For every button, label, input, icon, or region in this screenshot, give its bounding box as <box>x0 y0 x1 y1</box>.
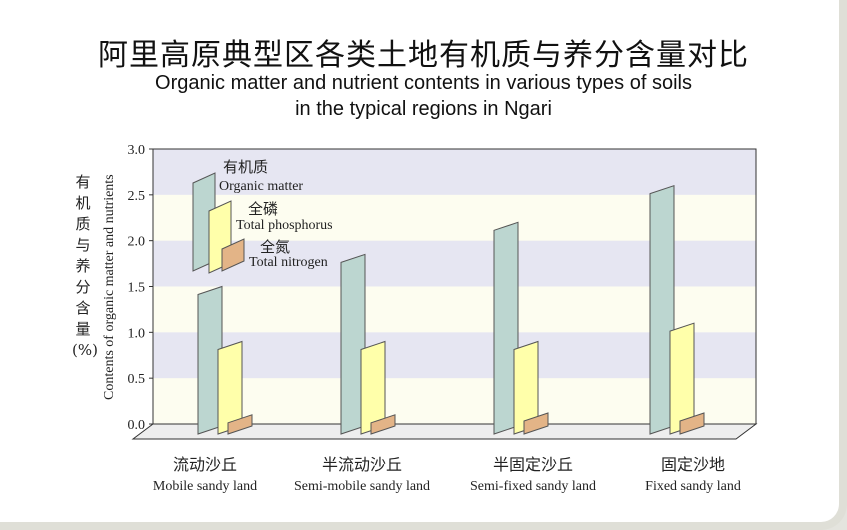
chart-floor <box>131 423 758 440</box>
bar-total-nitrogen <box>679 412 705 435</box>
y-tick-label: 3.0 <box>128 143 146 158</box>
legend-label-cn: 全磷 <box>248 200 278 218</box>
bar-total-nitrogen <box>370 414 396 435</box>
y-tick-label: 0.0 <box>128 418 146 433</box>
category-label-en: Mobile sandy land <box>153 479 257 494</box>
category-label-en: Semi-fixed sandy land <box>470 479 596 494</box>
y-tick-label: 0.5 <box>128 372 146 387</box>
legend-label-cn: 有机质 <box>223 158 268 176</box>
chart-title-en-line2: in the typical regions in Ngari <box>295 98 552 120</box>
grid-band <box>153 149 756 195</box>
y-tick-label: 2.5 <box>128 189 146 204</box>
legend-swatch <box>221 238 245 272</box>
category-label-cn: 半流动沙丘 <box>322 455 402 474</box>
bar-total-nitrogen <box>523 412 549 435</box>
legend-label-cn: 全氮 <box>260 238 290 256</box>
legend-label-en: Total nitrogen <box>249 255 328 270</box>
legend-label-en: Organic matter <box>219 179 303 194</box>
category-label-en: Semi-mobile sandy land <box>294 479 430 494</box>
y-axis-label-cn: 有机质与养分含量(%) <box>72 173 98 359</box>
category-label-cn: 固定沙地 <box>661 455 725 474</box>
y-tick-label: 2.0 <box>128 235 146 250</box>
bar-organic-matter <box>340 253 366 435</box>
y-tick-label: 1.5 <box>128 281 146 296</box>
chart-title-cn: 阿里高原典型区各类土地有机质与养分含量对比 <box>98 38 749 73</box>
category-label-cn: 流动沙丘 <box>173 455 237 474</box>
bar-organic-matter <box>493 221 519 435</box>
bar-total-nitrogen <box>227 414 253 435</box>
category-label-cn: 半固定沙丘 <box>493 455 573 474</box>
chart-title-en-line1: Organic matter and nutrient contents in … <box>155 72 692 94</box>
y-tick-label: 1.0 <box>128 326 146 341</box>
category-label-en: Fixed sandy land <box>645 479 741 494</box>
bar-organic-matter <box>649 184 675 435</box>
bar-organic-matter <box>197 285 223 435</box>
legend-label-en: Total phosphorus <box>236 218 333 233</box>
